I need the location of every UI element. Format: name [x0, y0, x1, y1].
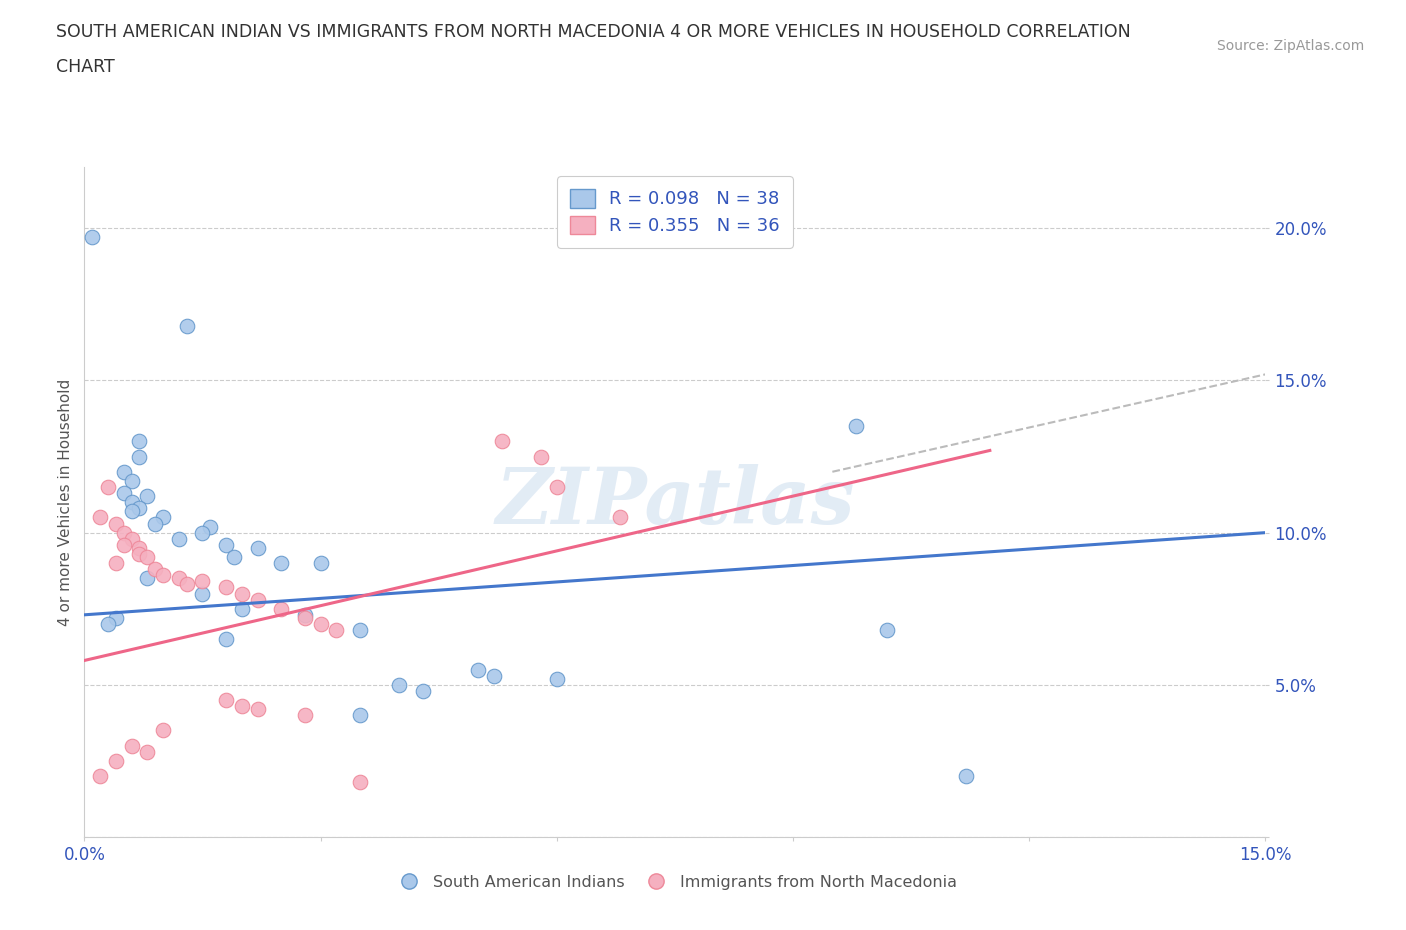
Text: Source: ZipAtlas.com: Source: ZipAtlas.com: [1216, 39, 1364, 53]
Point: [467, 662, 489, 677]
Point: [136, 571, 159, 586]
Point: [176, 577, 198, 591]
Point: [482, 669, 505, 684]
Point: [136, 488, 159, 503]
Point: [294, 607, 316, 622]
Point: [294, 708, 316, 723]
Point: [128, 434, 150, 449]
Point: [136, 744, 159, 759]
Point: [121, 495, 143, 510]
Point: [270, 602, 292, 617]
Point: [215, 580, 238, 595]
Point: [609, 510, 631, 525]
Point: [200, 519, 222, 534]
Point: [152, 510, 174, 525]
Point: [215, 693, 238, 708]
Point: [222, 550, 245, 565]
Point: [143, 562, 166, 577]
Point: [191, 574, 214, 589]
Point: [121, 504, 143, 519]
Point: [246, 592, 269, 607]
Point: [388, 677, 411, 692]
Point: [294, 610, 316, 625]
Point: [104, 610, 127, 625]
Point: [231, 698, 253, 713]
Point: [530, 449, 553, 464]
Point: [231, 586, 253, 601]
Point: [955, 769, 977, 784]
Point: [349, 775, 371, 790]
Point: [121, 738, 143, 753]
Point: [191, 525, 214, 540]
Point: [309, 617, 332, 631]
Point: [491, 434, 513, 449]
Point: [309, 555, 332, 570]
Point: [128, 501, 150, 516]
Point: [215, 631, 238, 646]
Point: [82, 230, 104, 245]
Point: [143, 516, 166, 531]
Text: CHART: CHART: [56, 58, 115, 75]
Point: [167, 531, 190, 546]
Point: [231, 602, 253, 617]
Point: [270, 555, 292, 570]
Point: [546, 480, 568, 495]
Point: [167, 571, 190, 586]
Point: [104, 753, 127, 768]
Point: [97, 617, 120, 631]
Point: [112, 525, 135, 540]
Legend: South American Indians, Immigrants from North Macedonia: South American Indians, Immigrants from …: [387, 869, 963, 896]
Point: [349, 708, 371, 723]
Point: [412, 684, 434, 698]
Point: [246, 702, 269, 717]
Text: ZIPatlas: ZIPatlas: [495, 464, 855, 540]
Point: [152, 723, 174, 737]
Y-axis label: 4 or more Vehicles in Household: 4 or more Vehicles in Household: [58, 379, 73, 626]
Point: [112, 538, 135, 552]
Point: [89, 769, 111, 784]
Point: [128, 540, 150, 555]
Point: [89, 510, 111, 525]
Point: [546, 671, 568, 686]
Point: [876, 622, 898, 637]
Point: [112, 464, 135, 479]
Point: [152, 568, 174, 583]
Point: [349, 622, 371, 637]
Point: [191, 586, 214, 601]
Point: [246, 540, 269, 555]
Point: [845, 418, 868, 433]
Point: [104, 516, 127, 531]
Text: SOUTH AMERICAN INDIAN VS IMMIGRANTS FROM NORTH MACEDONIA 4 OR MORE VEHICLES IN H: SOUTH AMERICAN INDIAN VS IMMIGRANTS FROM…: [56, 23, 1130, 41]
Point: [104, 555, 127, 570]
Point: [215, 538, 238, 552]
Point: [128, 449, 150, 464]
Point: [112, 485, 135, 500]
Point: [128, 547, 150, 562]
Point: [97, 480, 120, 495]
Point: [121, 473, 143, 488]
Point: [121, 531, 143, 546]
Point: [136, 550, 159, 565]
Point: [176, 318, 198, 333]
Point: [325, 622, 347, 637]
